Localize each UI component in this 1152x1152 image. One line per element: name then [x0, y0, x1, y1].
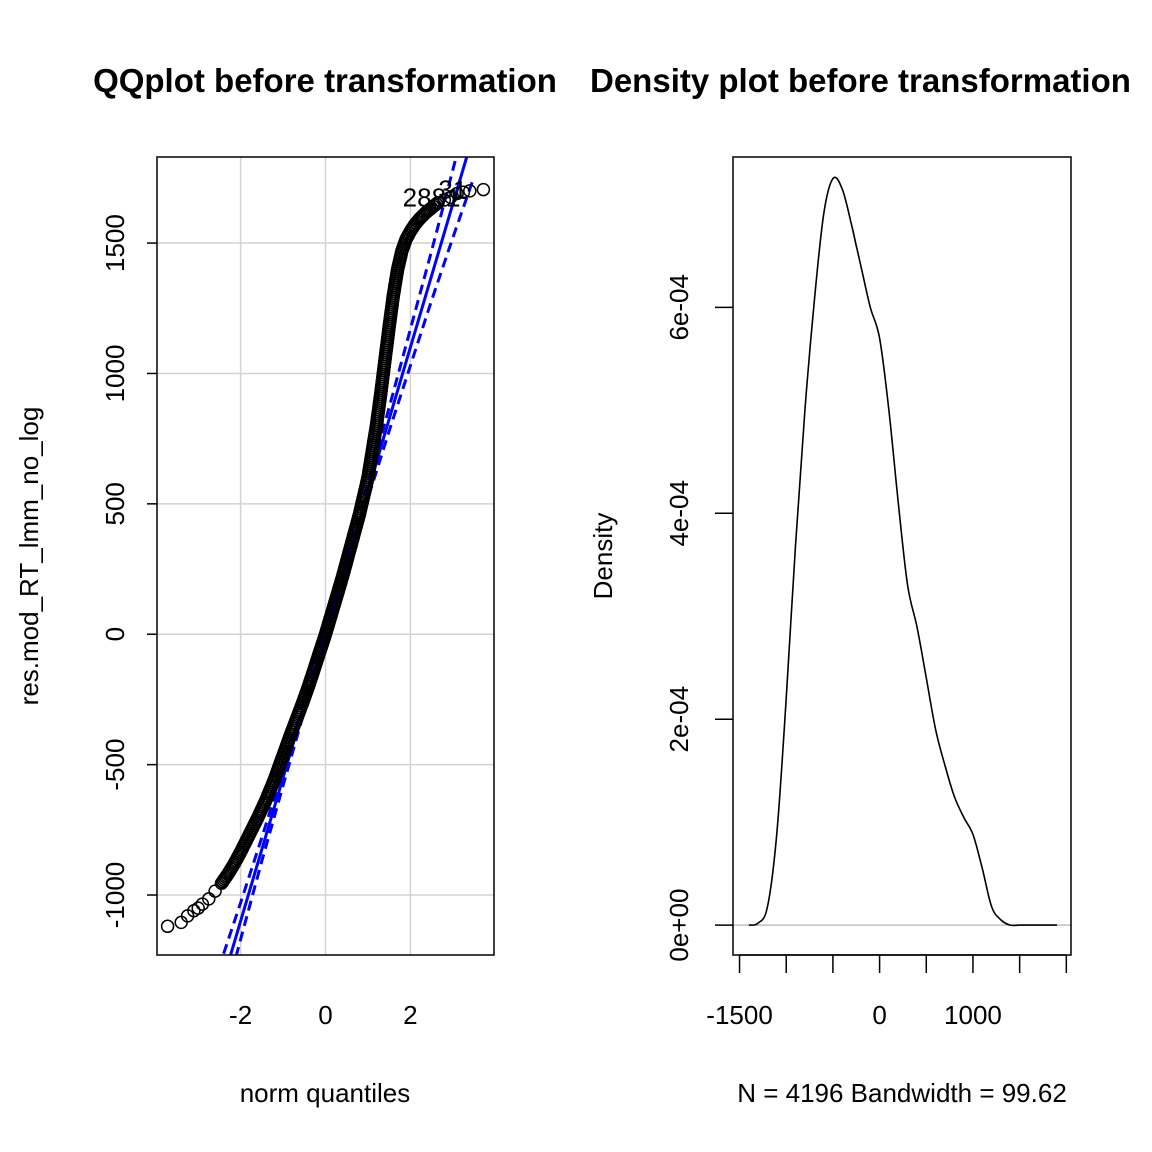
- qq-point: [437, 193, 452, 207]
- density-curve: [748, 176, 1057, 927]
- density-y-axis: 0e+00 2e-04 4e-04 6e-04: [664, 274, 733, 962]
- qq-point: [191, 901, 205, 915]
- density-y-tick-label: 2e-04: [664, 686, 694, 753]
- qq-point: [456, 185, 471, 199]
- qq-point: [476, 182, 491, 197]
- qq-point: [160, 919, 175, 934]
- qq-point: [431, 195, 445, 210]
- qq-y-tick-label: -1000: [100, 862, 130, 929]
- qq-point: [426, 199, 440, 214]
- qq-x-tick-label: -2: [229, 1000, 252, 1030]
- qq-x-tick-label: 0: [318, 1000, 332, 1030]
- density-y-tick-label: 4e-04: [664, 480, 694, 547]
- qq-points: [160, 182, 491, 934]
- qq-plot-title: QQplot before transformation: [93, 62, 557, 99]
- qq-y-axis-label: res.mod_RT_lmm_no_log: [14, 407, 44, 706]
- qq-x-tick-label: 2: [403, 1000, 417, 1030]
- density-x-tick-label: 1000: [944, 1000, 1002, 1030]
- density-x-tick-label: 0: [872, 1000, 886, 1030]
- qq-point-label: 31: [438, 175, 467, 205]
- qq-point: [463, 184, 477, 198]
- density-x-axis-label: N = 4196 Bandwidth = 99.62: [737, 1078, 1067, 1108]
- qq-y-axis: -1000 -500 0 500 1000 1500: [100, 214, 157, 928]
- qq-point: [429, 197, 444, 211]
- density-y-tick-label: 0e+00: [664, 889, 694, 962]
- density-x-axis: -1500 0 1000: [706, 954, 1068, 1030]
- qq-point: [174, 915, 188, 930]
- density-plot-frame: [732, 156, 1072, 956]
- density-plot-title: Density plot before transformation: [590, 62, 1131, 99]
- qq-y-tick-label: 0: [100, 627, 130, 641]
- density-y-tick-label: 6e-04: [664, 274, 694, 341]
- qq-y-tick-label: -500: [100, 739, 130, 791]
- qq-point: [450, 186, 464, 201]
- qq-y-tick-label: 1000: [100, 345, 130, 403]
- qq-gridlines: [157, 157, 494, 955]
- qq-y-tick-label: 500: [100, 482, 130, 525]
- qq-point-label: 2881: [403, 182, 461, 212]
- qq-x-axis-label: norm quantiles: [240, 1078, 411, 1108]
- qq-confidence-bound: [234, 176, 476, 955]
- qq-x-axis: -2 0 2: [229, 1000, 418, 1030]
- density-y-axis-label: Density: [588, 513, 618, 600]
- density-plot-panel: Density plot before transformation -1500…: [588, 62, 1131, 1108]
- qq-y-tick-label: 1500: [100, 214, 130, 272]
- qq-plot-frame: [156, 156, 495, 956]
- density-x-tick-label: -1500: [706, 1000, 773, 1030]
